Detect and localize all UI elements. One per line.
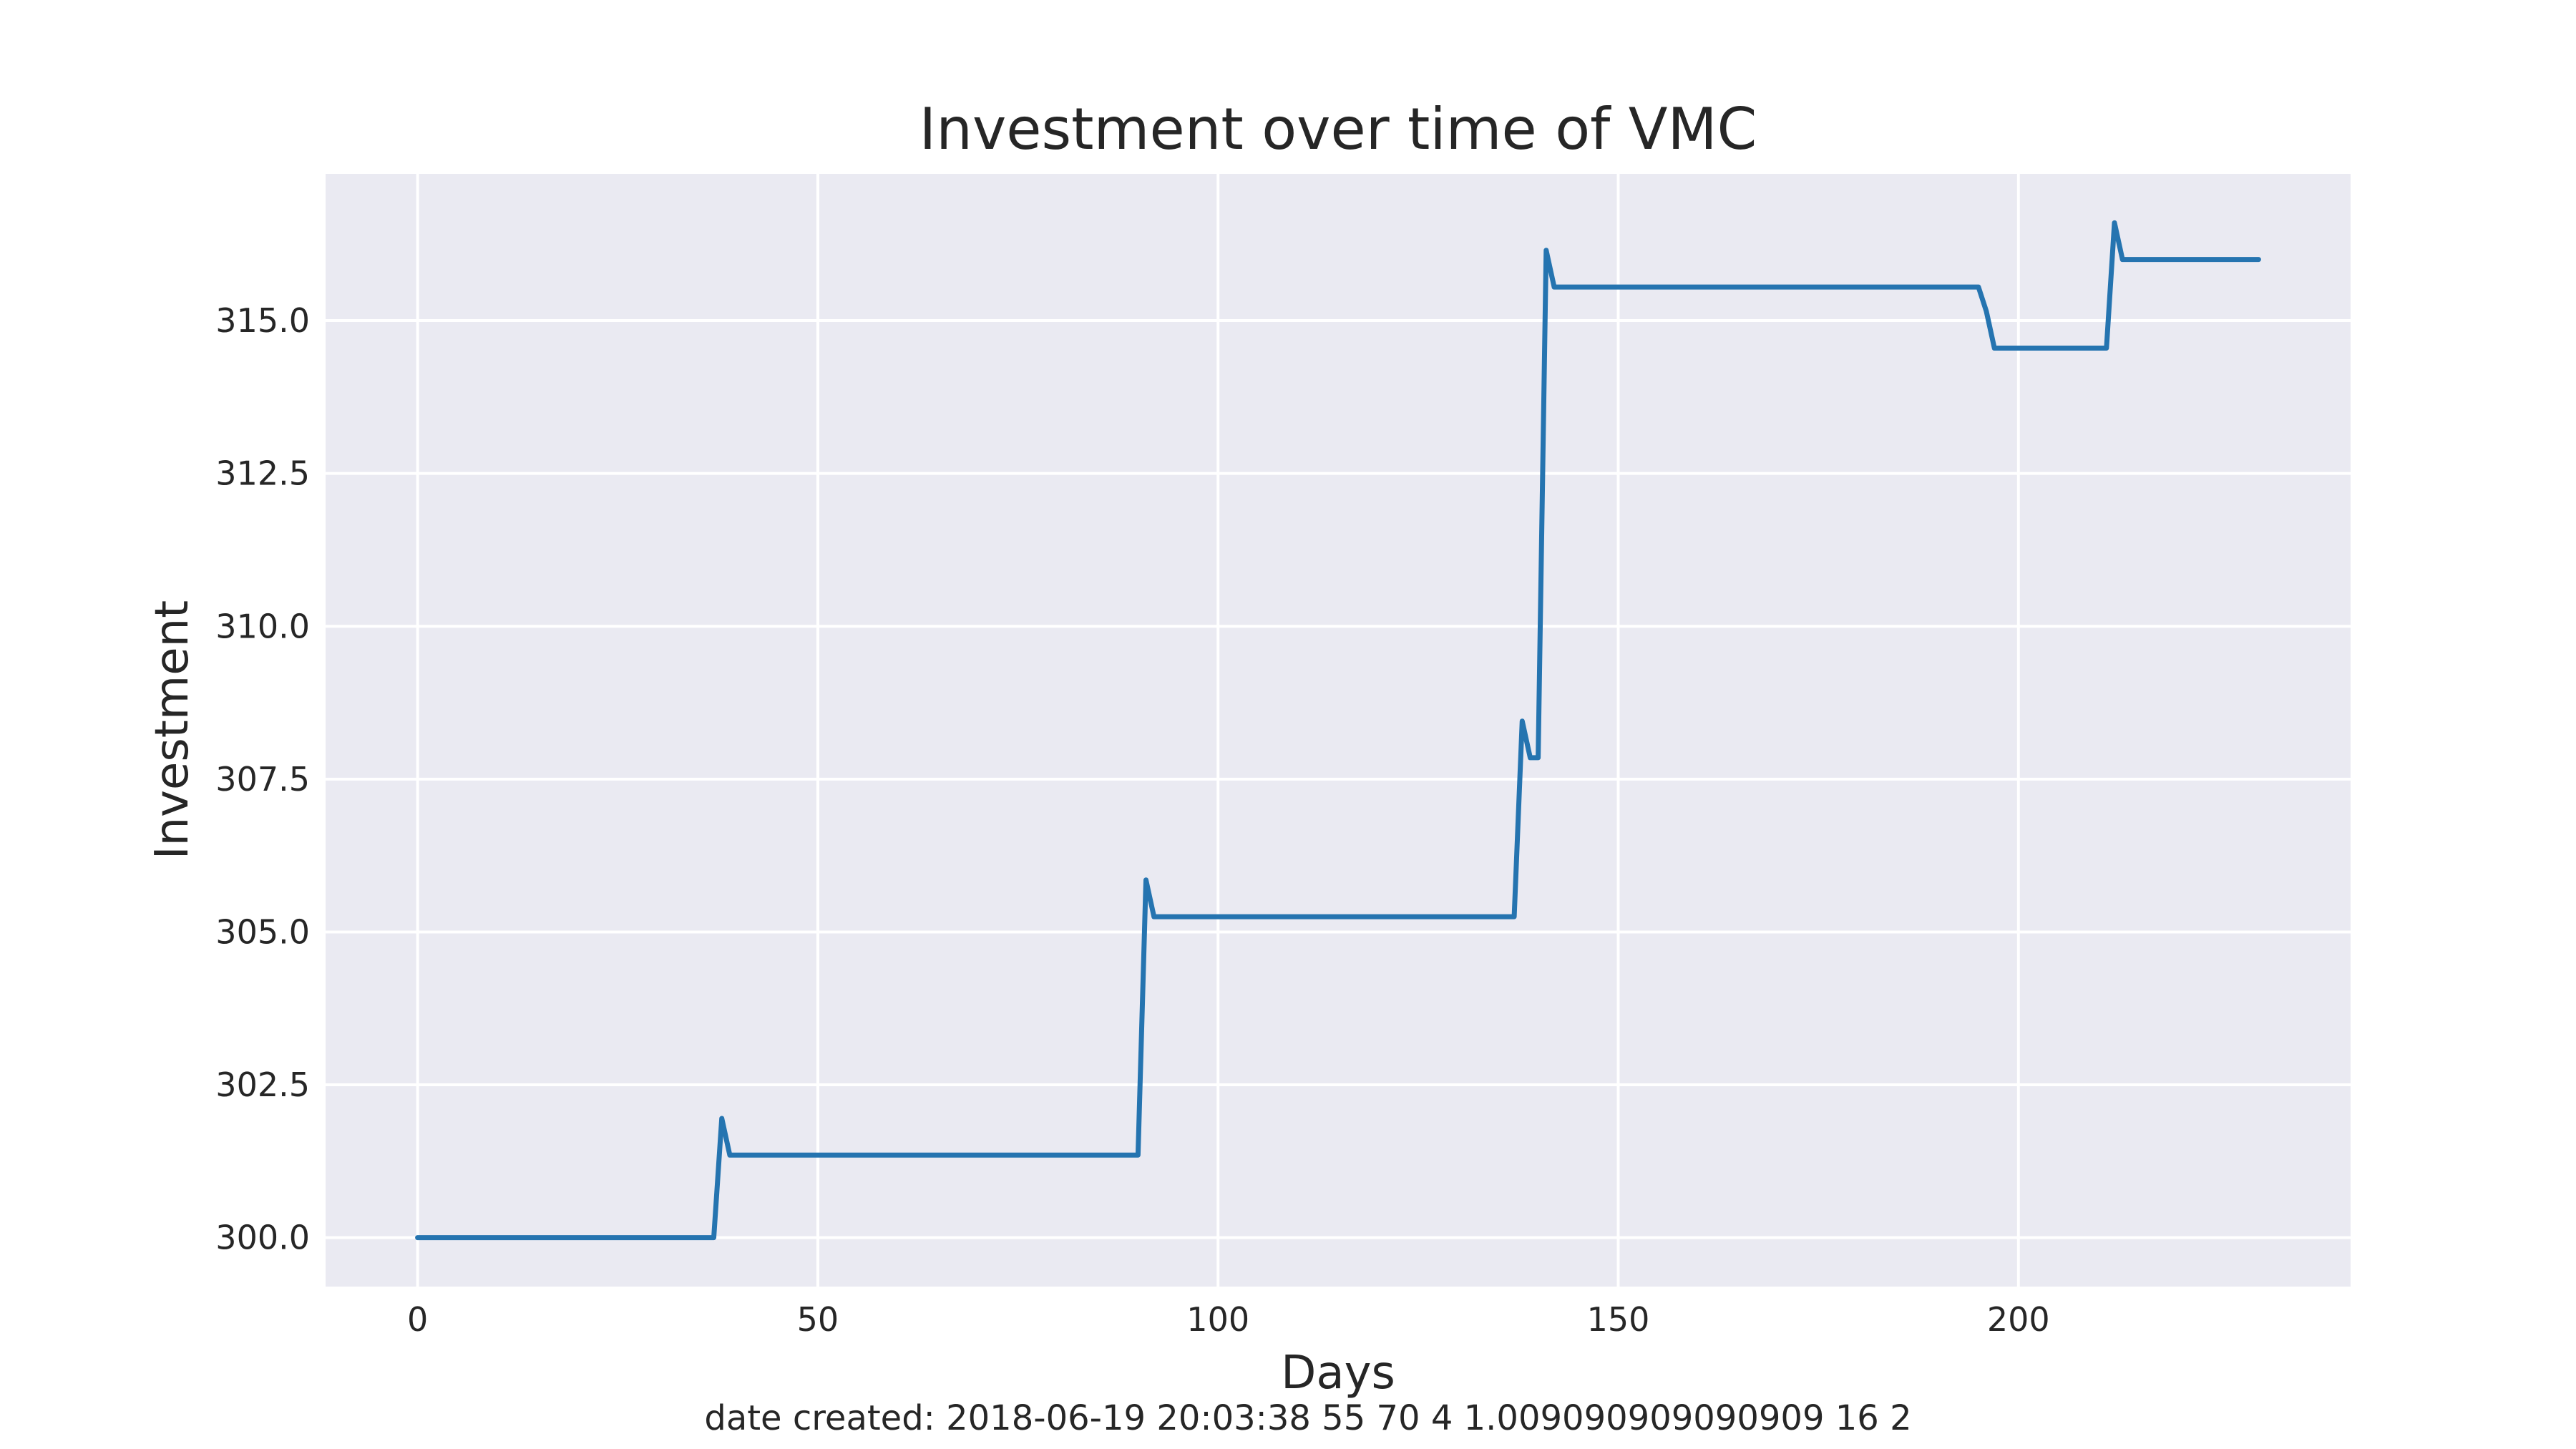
x-axis-label: Days [1281, 1347, 1395, 1400]
y-tick-labels: 300.0 302.5 305.0 307.5 310.0 312.5 315.0 [215, 301, 310, 1257]
y-axis-label: Investment [146, 600, 199, 860]
y-tick-label: 305.0 [215, 912, 310, 951]
series-group [415, 220, 2261, 1241]
y-tick-label: 312.5 [215, 454, 310, 493]
x-tick-label: 50 [797, 1300, 839, 1339]
x-tick-labels: 0 50 100 150 200 [407, 1300, 2050, 1339]
plot-area-background [326, 174, 2351, 1287]
x-tick-label: 0 [407, 1300, 428, 1339]
y-tick-label: 307.5 [215, 760, 310, 799]
y-tick-label: 310.0 [215, 607, 310, 645]
x-tick-label: 150 [1587, 1300, 1650, 1339]
footer-caption: date created: 2018-06-19 20:03:38 55 70 … [704, 1398, 1911, 1438]
chart-title: Investment over time of VMC [919, 96, 1757, 162]
x-tick-label: 200 [1987, 1300, 2050, 1339]
y-tick-label: 315.0 [215, 301, 310, 340]
y-tick-label: 300.0 [215, 1219, 310, 1257]
x-tick-label: 100 [1186, 1300, 1249, 1339]
y-tick-label: 302.5 [215, 1065, 310, 1104]
investment-series-line [415, 220, 2261, 1241]
